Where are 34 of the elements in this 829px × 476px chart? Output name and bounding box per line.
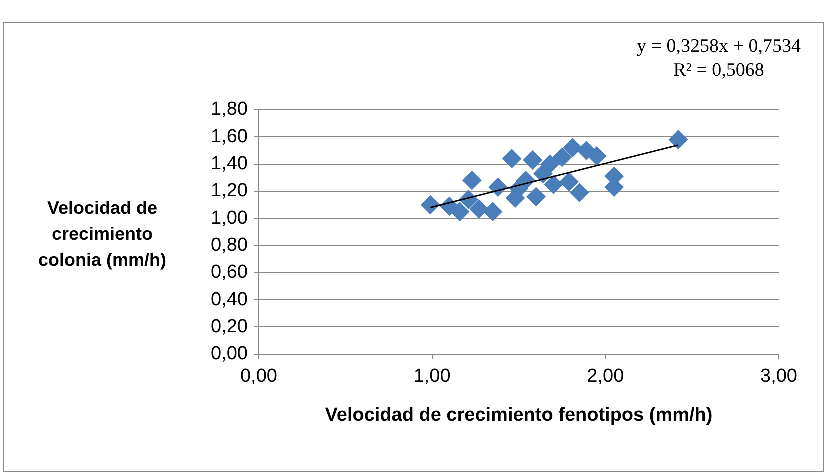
x-tick-label: 2,00 (587, 366, 624, 388)
point (450, 202, 470, 222)
point (668, 130, 688, 150)
y-axis-title: Velocidad de crecimiento colonia (mm/h) (37, 197, 168, 272)
y-tick-label: 1,00 (210, 208, 248, 229)
point (462, 171, 482, 190)
x-tick-label: 3,00 (760, 366, 798, 388)
point (470, 200, 489, 219)
y-tick-label: 0,00 (210, 344, 248, 365)
y-tick-label: 0,80 (210, 235, 248, 256)
x-axis-title: Velocidad de crecimiento fenotipos (mm/h) (325, 404, 713, 426)
point (502, 149, 522, 168)
point (570, 183, 590, 202)
point (483, 202, 502, 222)
y-tick-label: 1,20 (210, 180, 248, 202)
point (421, 196, 440, 215)
x-tick-label: 0,00 (240, 366, 278, 388)
y-tick-label: 1,80 (210, 99, 248, 120)
point (526, 187, 546, 206)
point (523, 150, 542, 170)
y-tick-label: 0,40 (210, 289, 248, 310)
x-tick-label: 1,00 (414, 366, 451, 388)
y-tick-label: 0,20 (210, 316, 248, 338)
point (563, 138, 582, 158)
text: y = 0,3258x + 0,7534 (637, 36, 802, 57)
y-tick-label: 0,60 (210, 262, 248, 284)
point (540, 154, 560, 174)
point (552, 148, 572, 168)
point (587, 146, 606, 166)
point (544, 175, 564, 194)
y-tick-label: 1,60 (210, 126, 248, 148)
y-tick-label: 1,40 (210, 154, 248, 175)
text: R² = 0,5068 (674, 60, 764, 81)
point (560, 172, 579, 192)
